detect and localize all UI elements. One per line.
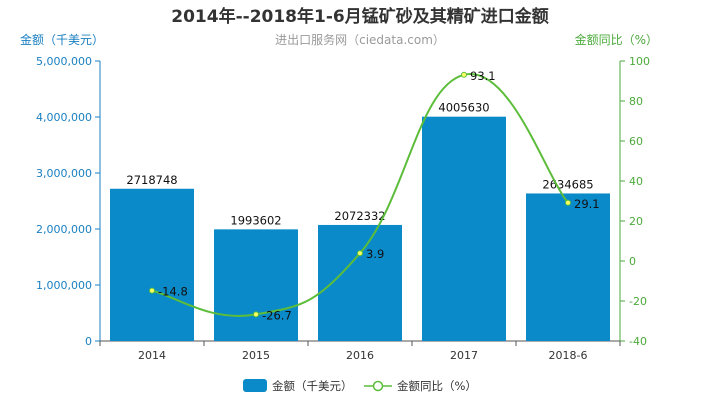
line-point[interactable] <box>461 71 467 78</box>
line-point[interactable] <box>149 287 155 294</box>
left-axis-tick-label: 1,000,000 <box>36 279 92 292</box>
right-axis-tick-label: 20 <box>629 215 643 228</box>
right-axis-tick-label: 40 <box>629 175 643 188</box>
line-point[interactable] <box>357 250 363 257</box>
bar-data-label: 4005630 <box>438 101 489 115</box>
right-axis-tick-label: 0 <box>629 255 636 268</box>
bar-data-label: 1993602 <box>230 213 281 227</box>
bar[interactable] <box>214 229 298 341</box>
line-data-label: 93.1 <box>470 69 496 83</box>
x-axis-tick-label: 2015 <box>242 349 270 362</box>
bar-data-label: 2634685 <box>542 177 593 191</box>
yoy-line <box>151 73 569 317</box>
legend-bar-label: 金额（千美元） <box>272 379 353 393</box>
legend-bar-swatch <box>243 379 267 392</box>
bar-data-label: 2718748 <box>126 173 177 187</box>
left-axis-tick-label: 3,000,000 <box>36 167 92 180</box>
line-data-label: -26.7 <box>262 308 292 322</box>
bar[interactable] <box>526 193 610 341</box>
legend: 金额（千美元） 金额同比（%） <box>243 379 477 393</box>
x-axis-tick-label: 2018-6 <box>549 349 588 362</box>
bar[interactable] <box>422 116 506 341</box>
chart-subtitle: 进出口服务网（ciedata.com） <box>275 32 445 47</box>
left-axis-title: 金额（千美元） <box>20 32 104 47</box>
chart-title: 2014年--2018年1-6月锰矿砂及其精矿进口金额 <box>171 6 548 27</box>
right-axis-tick-label: -40 <box>629 335 647 348</box>
line-data-label: 29.1 <box>574 197 600 211</box>
bar-series: 2718748 1993602 2072332 4005630 2634685 <box>110 101 610 341</box>
line-point[interactable] <box>565 199 571 206</box>
legend-line-label: 金额同比（%） <box>397 379 477 393</box>
x-axis-tick-label: 2017 <box>450 349 478 362</box>
left-axis-tick-label: 5,000,000 <box>36 55 92 68</box>
left-axis-tick-label: 4,000,000 <box>36 111 92 124</box>
legend-line-marker <box>372 380 384 392</box>
x-axis-tick-label: 2014 <box>138 349 166 362</box>
line-data-label: -14.8 <box>158 285 188 299</box>
line-data-label: 3.9 <box>366 247 384 261</box>
bar[interactable] <box>110 188 194 341</box>
axes: 0 1,000,000 2,000,000 3,000,000 4,000,000 5,0… <box>36 55 650 362</box>
left-axis-tick-label: 0 <box>85 335 92 348</box>
right-axis-tick-label: 80 <box>629 95 643 108</box>
line-point[interactable] <box>253 311 259 318</box>
left-axis-tick-label: 2,000,000 <box>36 223 92 236</box>
right-axis-tick-label: 60 <box>629 135 643 148</box>
right-axis-tick-label: -20 <box>629 295 647 308</box>
line-series: -14.8 -26.7 3.9 93.1 29.1 <box>149 69 600 322</box>
right-axis-title: 金额同比（%） <box>575 32 658 47</box>
right-axis-tick-label: 100 <box>629 55 650 68</box>
bar-data-label: 2072332 <box>334 209 385 223</box>
x-axis-tick-label: 2016 <box>346 349 374 362</box>
